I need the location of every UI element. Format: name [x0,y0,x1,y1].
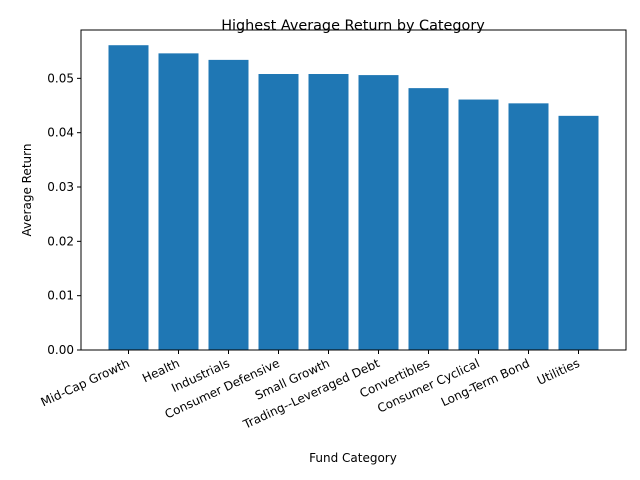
bars-group [108,45,599,351]
bar [208,59,249,350]
y-axis-label: Average Return [20,144,34,237]
bar [258,74,299,351]
bar [158,53,199,350]
bar [508,103,549,350]
y-tick-label: 0.01 [47,289,74,303]
chart-title: Highest Average Return by Category [221,18,485,34]
bar [108,45,149,351]
bar [308,74,349,351]
plot-frame [80,29,627,351]
y-tick-label: 0.04 [47,126,74,140]
bar [558,115,599,350]
y-tick-label: 0.02 [47,234,74,248]
bar [458,99,499,350]
y-tick-label: 0.03 [47,180,74,194]
bar [408,88,449,350]
y-tick-label: 0.05 [47,71,74,85]
y-tick-label: 0.00 [47,343,74,357]
bar [358,75,399,350]
y-axis: 0.00 0.01 0.02 0.03 0.04 0.05 [47,71,81,357]
x-axis-label: Fund Category [309,451,397,465]
